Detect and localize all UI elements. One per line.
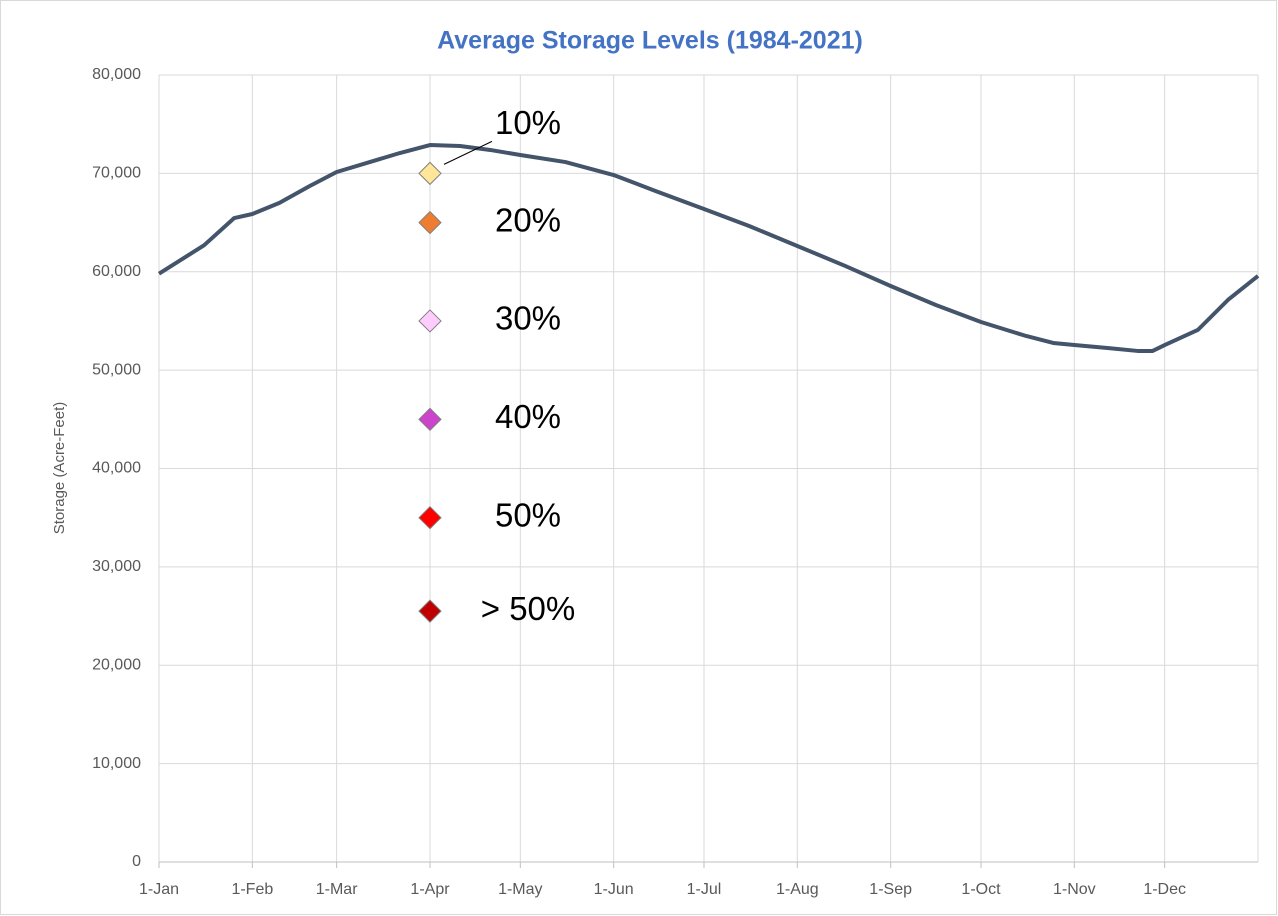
marker-label: 10%	[495, 104, 561, 141]
y-tick-label: 70,000	[92, 165, 141, 182]
x-tick-label: 1-Nov	[1053, 881, 1096, 898]
chart-title: Average Storage Levels (1984-2021)	[437, 27, 863, 55]
marker-label: 20%	[495, 201, 561, 238]
y-tick-label: 10,000	[92, 755, 141, 772]
y-tick-label: 30,000	[92, 558, 141, 575]
x-tick-label: 1-Dec	[1143, 881, 1186, 898]
y-tick-label: 0	[132, 853, 141, 870]
y-tick-label: 60,000	[92, 263, 141, 280]
y-tick-label: 50,000	[92, 361, 141, 378]
x-tick-label: 1-Feb	[231, 881, 273, 898]
marker-label: 50%	[495, 496, 561, 533]
x-tick-label: 1-May	[498, 881, 542, 898]
data-line	[157, 143, 1260, 353]
marker-diamond	[418, 309, 442, 333]
y-axis-title: Storage (Acre-Feet)	[51, 402, 68, 535]
marker-diamond	[418, 599, 442, 623]
x-tick-label: 1-Jul	[687, 881, 722, 898]
marker-label: > 50%	[481, 590, 576, 627]
leader-line	[443, 140, 493, 165]
marker-diamond	[418, 210, 442, 235]
x-tick-label: 1-Mar	[316, 881, 358, 898]
marker-diamond	[418, 161, 442, 186]
x-tick-label: 1-Aug	[776, 881, 819, 898]
y-tick-label: 40,000	[92, 460, 141, 477]
y-tick-label: 20,000	[92, 656, 141, 673]
y-tick-label: 80,000	[92, 66, 141, 83]
marker-label: 40%	[495, 398, 561, 435]
x-tick-label: 1-Sep	[869, 881, 912, 898]
x-tick-label: 1-Jun	[594, 881, 634, 898]
x-tick-label: 1-Oct	[961, 881, 1001, 898]
marker-label: 30%	[495, 300, 561, 337]
x-tick-label: 1-Jan	[139, 881, 179, 898]
x-tick-label: 1-Apr	[410, 881, 450, 898]
marker-diamond	[418, 407, 442, 432]
marker-diamond	[418, 505, 442, 530]
